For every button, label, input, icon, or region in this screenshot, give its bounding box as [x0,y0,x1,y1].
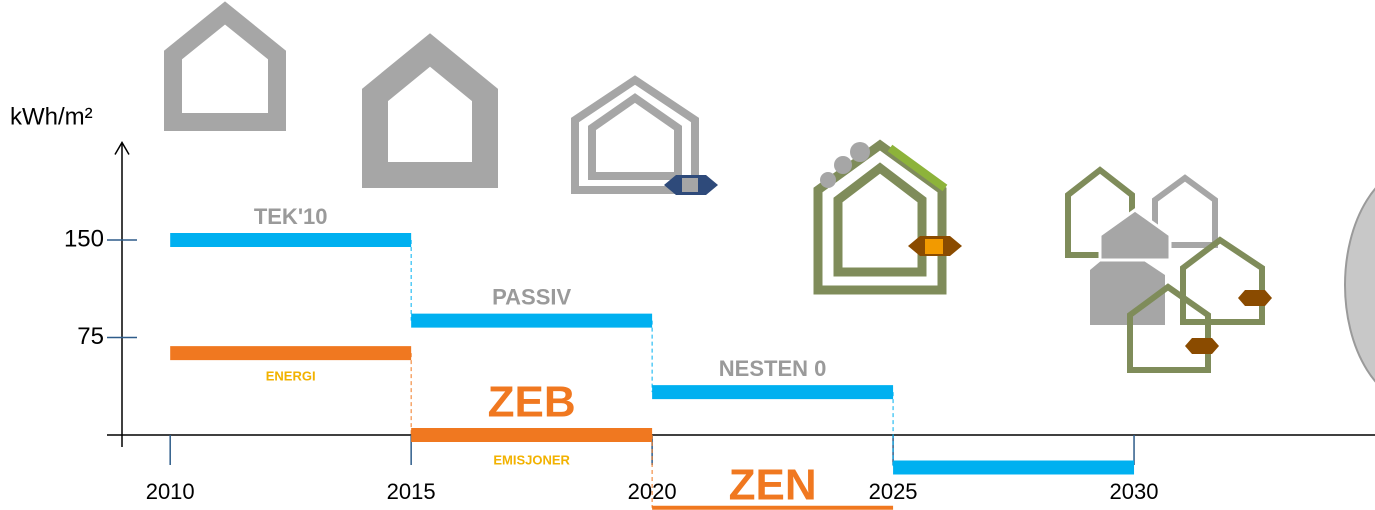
note-label: EMISJONER [493,452,570,467]
house-icon [164,1,286,131]
house-icon [1180,236,1265,325]
vent-icon [1185,338,1219,354]
vent-icon [682,178,698,192]
segment-label: ZEN [729,460,817,509]
segment-label: PASSIV [492,284,571,309]
x-tick-label: 2010 [146,479,195,504]
house-icon [588,93,682,180]
x-tick-label: 2030 [1110,479,1159,504]
house-icon [362,33,498,188]
house-icon [1098,208,1172,262]
segment-label: ENERGI [266,369,316,384]
y-tick-label: 75 [77,323,104,350]
vent-icon [925,239,943,254]
city-image [1344,187,1375,383]
house-icon [1127,283,1211,373]
house-icon [1152,174,1218,248]
houses [164,1,1375,383]
segment-label: ZEB [488,378,576,427]
y-axis-arrow [114,141,130,155]
segment-label: NESTEN 0 [719,356,827,381]
house-icon [833,162,927,277]
tree-icon [850,142,870,162]
segment-label: TEK'10 [254,204,328,229]
solar-panel [887,144,948,192]
vent-icon [1238,290,1272,306]
x-tick-label: 2025 [869,479,918,504]
x-tick-label: 2015 [387,479,436,504]
y-tick-label: 150 [64,225,104,252]
tree-icon [820,172,836,188]
tree-icon [834,156,852,174]
y-axis-label: kWh/m² [10,103,93,130]
